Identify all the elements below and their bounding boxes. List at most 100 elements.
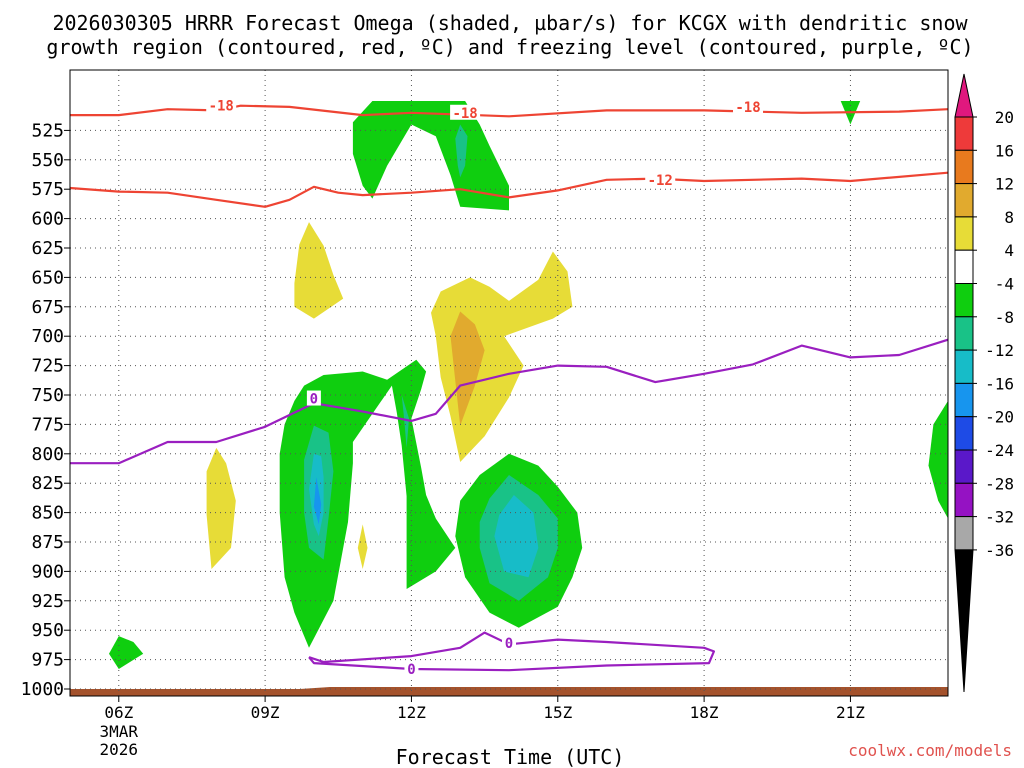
- colorbar-bottom-arrow: [954, 549, 974, 693]
- plot-frame: [69, 69, 949, 697]
- omega-shading-layer: [109, 101, 948, 669]
- isotherm-label-2-0: 0: [310, 392, 318, 408]
- omega-region-7: [357, 524, 368, 569]
- colorbar-segment-11: [954, 482, 974, 518]
- y-tick-label-575: 575: [31, 179, 64, 200]
- colorbar-label-7: -12: [985, 341, 1014, 360]
- isotherm-label-3-0: 0: [505, 636, 513, 652]
- colorbar-label-13: -36: [985, 541, 1014, 560]
- isotherm-label-bg: [404, 661, 419, 677]
- x-tick-label-6: 06Z: [104, 703, 133, 722]
- colorbar-label-10: -24: [985, 441, 1014, 460]
- y-tick-label-1000: 1000: [21, 679, 64, 700]
- ground-layer: [70, 687, 948, 696]
- isotherm-label-0-2: -18: [735, 100, 760, 116]
- isotherm-label-bg: [450, 104, 481, 120]
- y-tick-label-900: 900: [31, 561, 64, 582]
- omega-region-0: [352, 101, 509, 211]
- contour-layer: [70, 104, 948, 672]
- x-tick-label-18: 18Z: [690, 703, 719, 722]
- x-tick-label-12: 12Z: [397, 703, 426, 722]
- isotherm-label-bg: [733, 98, 764, 114]
- y-tick-label-700: 700: [31, 326, 64, 347]
- isotherm-label-3-1: 0: [407, 662, 415, 678]
- colorbar-top-arrow: [954, 73, 974, 118]
- y-tick-label-800: 800: [31, 444, 64, 465]
- omega-region-1: [455, 124, 468, 178]
- isotherm-0-line-2: [70, 338, 948, 465]
- colorbar-segment-10: [954, 449, 974, 484]
- isotherm-label-1-0: -12: [648, 173, 673, 189]
- isotherm-label-bg: [206, 97, 237, 113]
- isotherm-label-0-0: -18: [209, 99, 234, 115]
- omega-region-16: [928, 400, 948, 519]
- colorbar-segment-6: [954, 316, 974, 351]
- colorbar-segment-4: [954, 249, 974, 284]
- colorbar-label-3: 8: [1004, 208, 1014, 227]
- y-tick-label-550: 550: [31, 150, 64, 171]
- x-tick-date: 3MAR: [100, 722, 139, 741]
- y-tick-label-825: 825: [31, 473, 64, 494]
- y-tick-label-675: 675: [31, 297, 64, 318]
- isotherm-label-0-1: -18: [452, 106, 477, 122]
- isotherm-0-line-3: [308, 631, 716, 672]
- y-tick-label-625: 625: [31, 238, 64, 259]
- omega-region-17: [109, 636, 144, 669]
- colorbar-segment-3: [954, 216, 974, 251]
- colorbar-label-2: 12: [995, 175, 1014, 194]
- isotherm--12-line-1: [70, 171, 948, 208]
- isotherm-label-bg: [306, 390, 321, 406]
- chart-title-line2: growth region (contoured, red, ºC) and f…: [46, 35, 973, 59]
- x-axis-label: Forecast Time (UTC): [396, 745, 625, 768]
- y-tick-label-600: 600: [31, 209, 64, 230]
- y-axis: 525 550 575 600 625 650 675 700 725 750 775 800 825 8…: [21, 120, 70, 700]
- colorbar-label-9: -20: [985, 408, 1014, 427]
- y-tick-label-775: 775: [31, 414, 64, 435]
- contour-label-layer: -18 -18 -18 -12 0 0 0: [206, 97, 764, 678]
- colorbar-label-12: -32: [985, 508, 1014, 527]
- isotherm--18-line-0: [70, 104, 948, 118]
- colorbar-label-4: 4: [1004, 241, 1014, 260]
- y-tick-label-875: 875: [31, 532, 64, 553]
- colorbar-segment-9: [954, 416, 974, 451]
- colorbar-label-0: 20: [995, 108, 1014, 127]
- ground-strip: [70, 687, 948, 696]
- colorbar-segment-0: [954, 116, 974, 151]
- omega-region-12: [401, 395, 409, 448]
- omega-region-6: [206, 447, 236, 569]
- colorbar-segment-1: [954, 149, 974, 185]
- isotherm-label-bg: [645, 171, 676, 187]
- colorbar-label-1: 16: [995, 141, 1014, 160]
- credit-text: coolwx.com/models: [848, 741, 1012, 760]
- y-tick-label-650: 650: [31, 267, 64, 288]
- x-tick-label-21: 21Z: [836, 703, 865, 722]
- y-tick-label-750: 750: [31, 385, 64, 406]
- isotherm-label-bg: [502, 635, 516, 651]
- x-tick-label-15: 15Z: [543, 703, 572, 722]
- colorbar-segment-12: [954, 516, 974, 551]
- omega-region-5: [450, 311, 485, 426]
- colorbar-segment-5: [954, 283, 974, 318]
- colorbar-label-6: -8: [995, 308, 1014, 327]
- y-tick-label-525: 525: [31, 120, 64, 141]
- colorbar-label-11: -28: [985, 474, 1014, 493]
- omega-region-4: [431, 251, 573, 462]
- x-tick-year: 2026: [100, 740, 139, 759]
- y-tick-label-725: 725: [31, 356, 64, 377]
- chart-title-line1: 2026030305 HRRR Forecast Omega (shaded, …: [52, 11, 968, 35]
- colorbar-label-8: -16: [985, 374, 1014, 393]
- colorbar-segment-7: [954, 349, 974, 384]
- y-tick-label-950: 950: [31, 620, 64, 641]
- x-tick-label-9: 09Z: [251, 703, 280, 722]
- colorbar: 20 16 12 8 4 -4 -8 -12 -16 -20 -24 -28 -32 -36: [954, 73, 1014, 693]
- y-tick-label-850: 850: [31, 503, 64, 524]
- colorbar-segment-8: [954, 382, 974, 418]
- omega-region-3: [294, 222, 344, 319]
- colorbar-segment-2: [954, 183, 974, 218]
- y-tick-label-975: 975: [31, 650, 64, 671]
- y-tick-label-925: 925: [31, 591, 64, 612]
- omega-region-15: [494, 495, 539, 578]
- colorbar-label-5: -4: [995, 275, 1014, 294]
